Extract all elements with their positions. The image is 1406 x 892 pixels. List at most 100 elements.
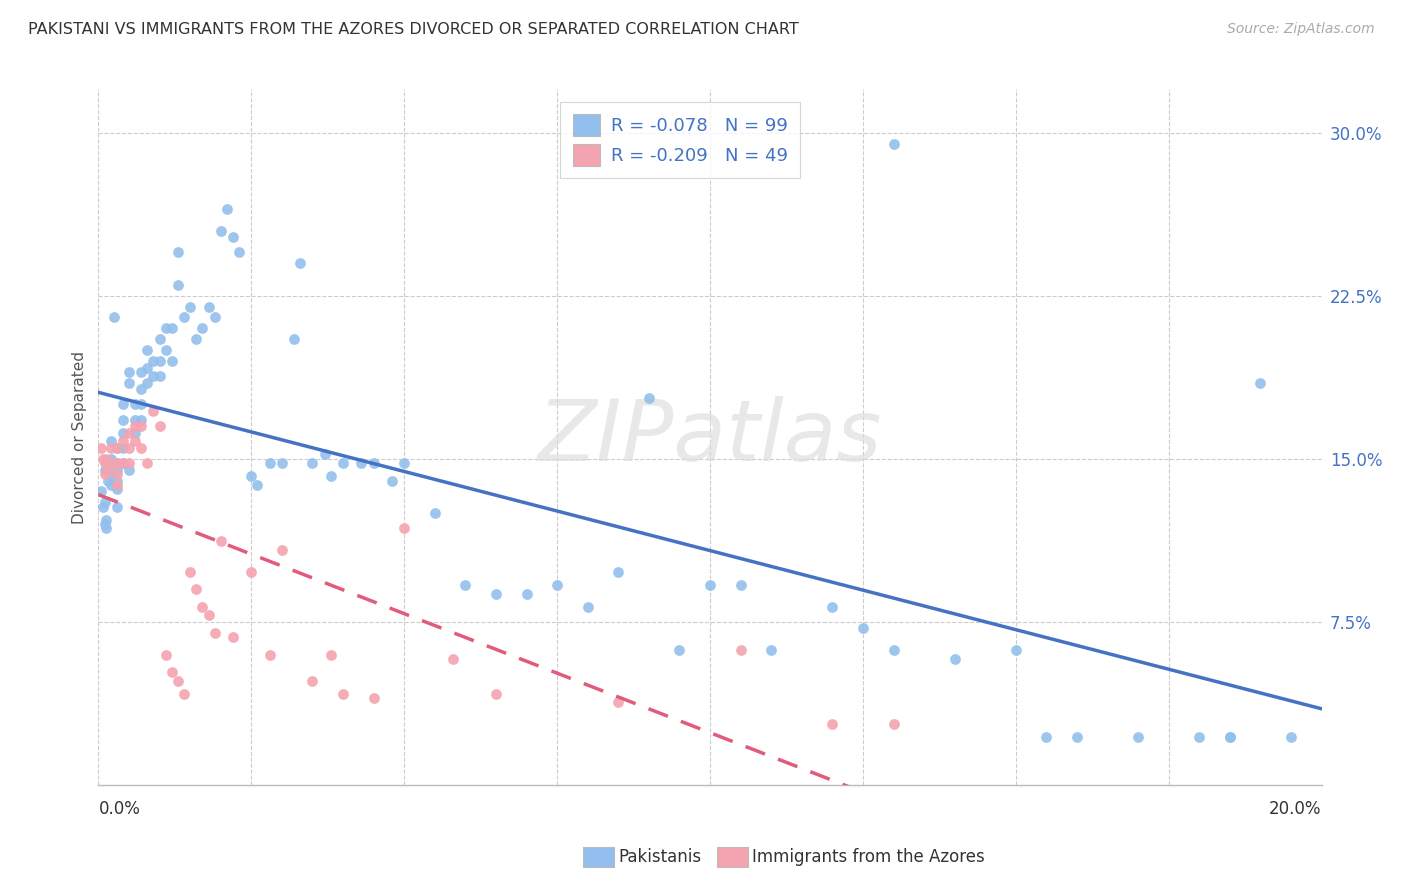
Point [173, 687, 195, 701]
Point [179, 565, 201, 579]
Point [105, 478, 128, 492]
Point [111, 456, 134, 470]
Point [270, 456, 292, 470]
Point [1219, 730, 1241, 744]
Point [105, 441, 128, 455]
Point [332, 456, 354, 470]
Point [94, 513, 117, 527]
Point [350, 456, 373, 470]
Point [100, 441, 122, 455]
Legend: R = -0.078   N = 99, R = -0.209   N = 49: R = -0.078 N = 99, R = -0.209 N = 49 [560, 102, 800, 178]
Point [93, 467, 115, 481]
Point [332, 687, 354, 701]
Point [852, 621, 875, 635]
Point [111, 456, 134, 470]
Point [1066, 730, 1088, 744]
Point [105, 500, 128, 514]
Point [240, 565, 263, 579]
Point [222, 230, 245, 244]
Point [90, 441, 112, 455]
Point [160, 321, 183, 335]
Point [149, 354, 172, 368]
Text: Source: ZipAtlas.com: Source: ZipAtlas.com [1227, 22, 1375, 37]
Point [1128, 730, 1150, 744]
Point [142, 369, 165, 384]
Point [93, 516, 115, 531]
Point [319, 469, 342, 483]
Point [314, 447, 336, 462]
Point [204, 310, 226, 325]
Point [259, 648, 281, 662]
Point [91, 500, 114, 514]
Point [124, 419, 146, 434]
Point [167, 277, 190, 292]
Point [96, 521, 118, 535]
Point [124, 397, 146, 411]
Point [1004, 643, 1026, 657]
Point [363, 456, 385, 470]
Point [105, 474, 128, 488]
Point [173, 310, 195, 325]
Point [136, 376, 159, 390]
Point [246, 478, 269, 492]
Point [392, 521, 416, 535]
Point [759, 643, 782, 657]
Point [668, 643, 690, 657]
Point [392, 456, 416, 470]
Point [136, 360, 159, 375]
Point [821, 717, 844, 731]
Point [129, 419, 152, 434]
Point [111, 434, 134, 449]
Point [124, 434, 146, 449]
Point [1279, 730, 1302, 744]
Point [93, 463, 115, 477]
Point [637, 391, 661, 405]
Point [118, 365, 141, 379]
Point [423, 506, 446, 520]
Point [100, 478, 122, 492]
Point [136, 343, 159, 357]
Point [204, 625, 226, 640]
Point [129, 412, 152, 426]
Point [90, 484, 112, 499]
Point [454, 578, 477, 592]
Point [485, 587, 508, 601]
Point [118, 463, 141, 477]
Point [186, 582, 208, 597]
Point [100, 467, 122, 481]
Point [301, 456, 323, 470]
Y-axis label: Divorced or Separated: Divorced or Separated [72, 351, 87, 524]
Point [191, 599, 214, 614]
Point [155, 321, 177, 335]
Text: PAKISTANI VS IMMIGRANTS FROM THE AZORES DIVORCED OR SEPARATED CORRELATION CHART: PAKISTANI VS IMMIGRANTS FROM THE AZORES … [28, 22, 799, 37]
Point [240, 469, 263, 483]
Point [607, 565, 630, 579]
Point [129, 397, 152, 411]
Point [105, 456, 128, 470]
Point [197, 300, 219, 314]
Point [730, 578, 752, 592]
Point [197, 608, 219, 623]
Point [100, 434, 122, 449]
Point [485, 687, 508, 701]
Point [1219, 730, 1241, 744]
Point [821, 599, 844, 614]
Point [546, 578, 568, 592]
Point [149, 332, 172, 346]
Point [142, 354, 165, 368]
Point [111, 397, 134, 411]
Point [381, 474, 404, 488]
Point [155, 648, 177, 662]
Text: ZIPatlas: ZIPatlas [538, 395, 882, 479]
Point [186, 332, 208, 346]
Point [118, 425, 141, 440]
Point [215, 202, 238, 216]
Point [97, 456, 120, 470]
Point [91, 451, 114, 466]
Point [699, 578, 721, 592]
Point [363, 690, 385, 705]
Point [319, 648, 342, 662]
Text: 0.0%: 0.0% [98, 800, 141, 818]
Text: Immigrants from the Azores: Immigrants from the Azores [752, 848, 986, 866]
Point [100, 456, 122, 470]
